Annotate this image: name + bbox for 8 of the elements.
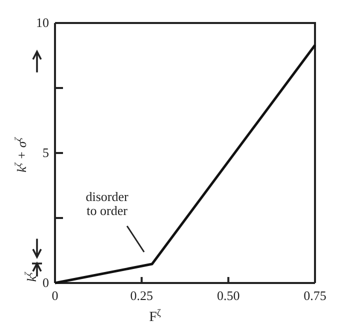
x-tick-label: 0.75 (304, 288, 326, 304)
x-axis-title: F$^{ζ}$ (149, 308, 161, 325)
x-tick-label: 0.25 (130, 288, 154, 304)
y-tick-label: 0 (42, 275, 49, 290)
annotation: disorder to order (86, 189, 130, 218)
y-tick-label: 5 (42, 145, 49, 160)
x-tick-label: 0.50 (216, 288, 240, 304)
y-tick-label: 10 (36, 15, 49, 30)
